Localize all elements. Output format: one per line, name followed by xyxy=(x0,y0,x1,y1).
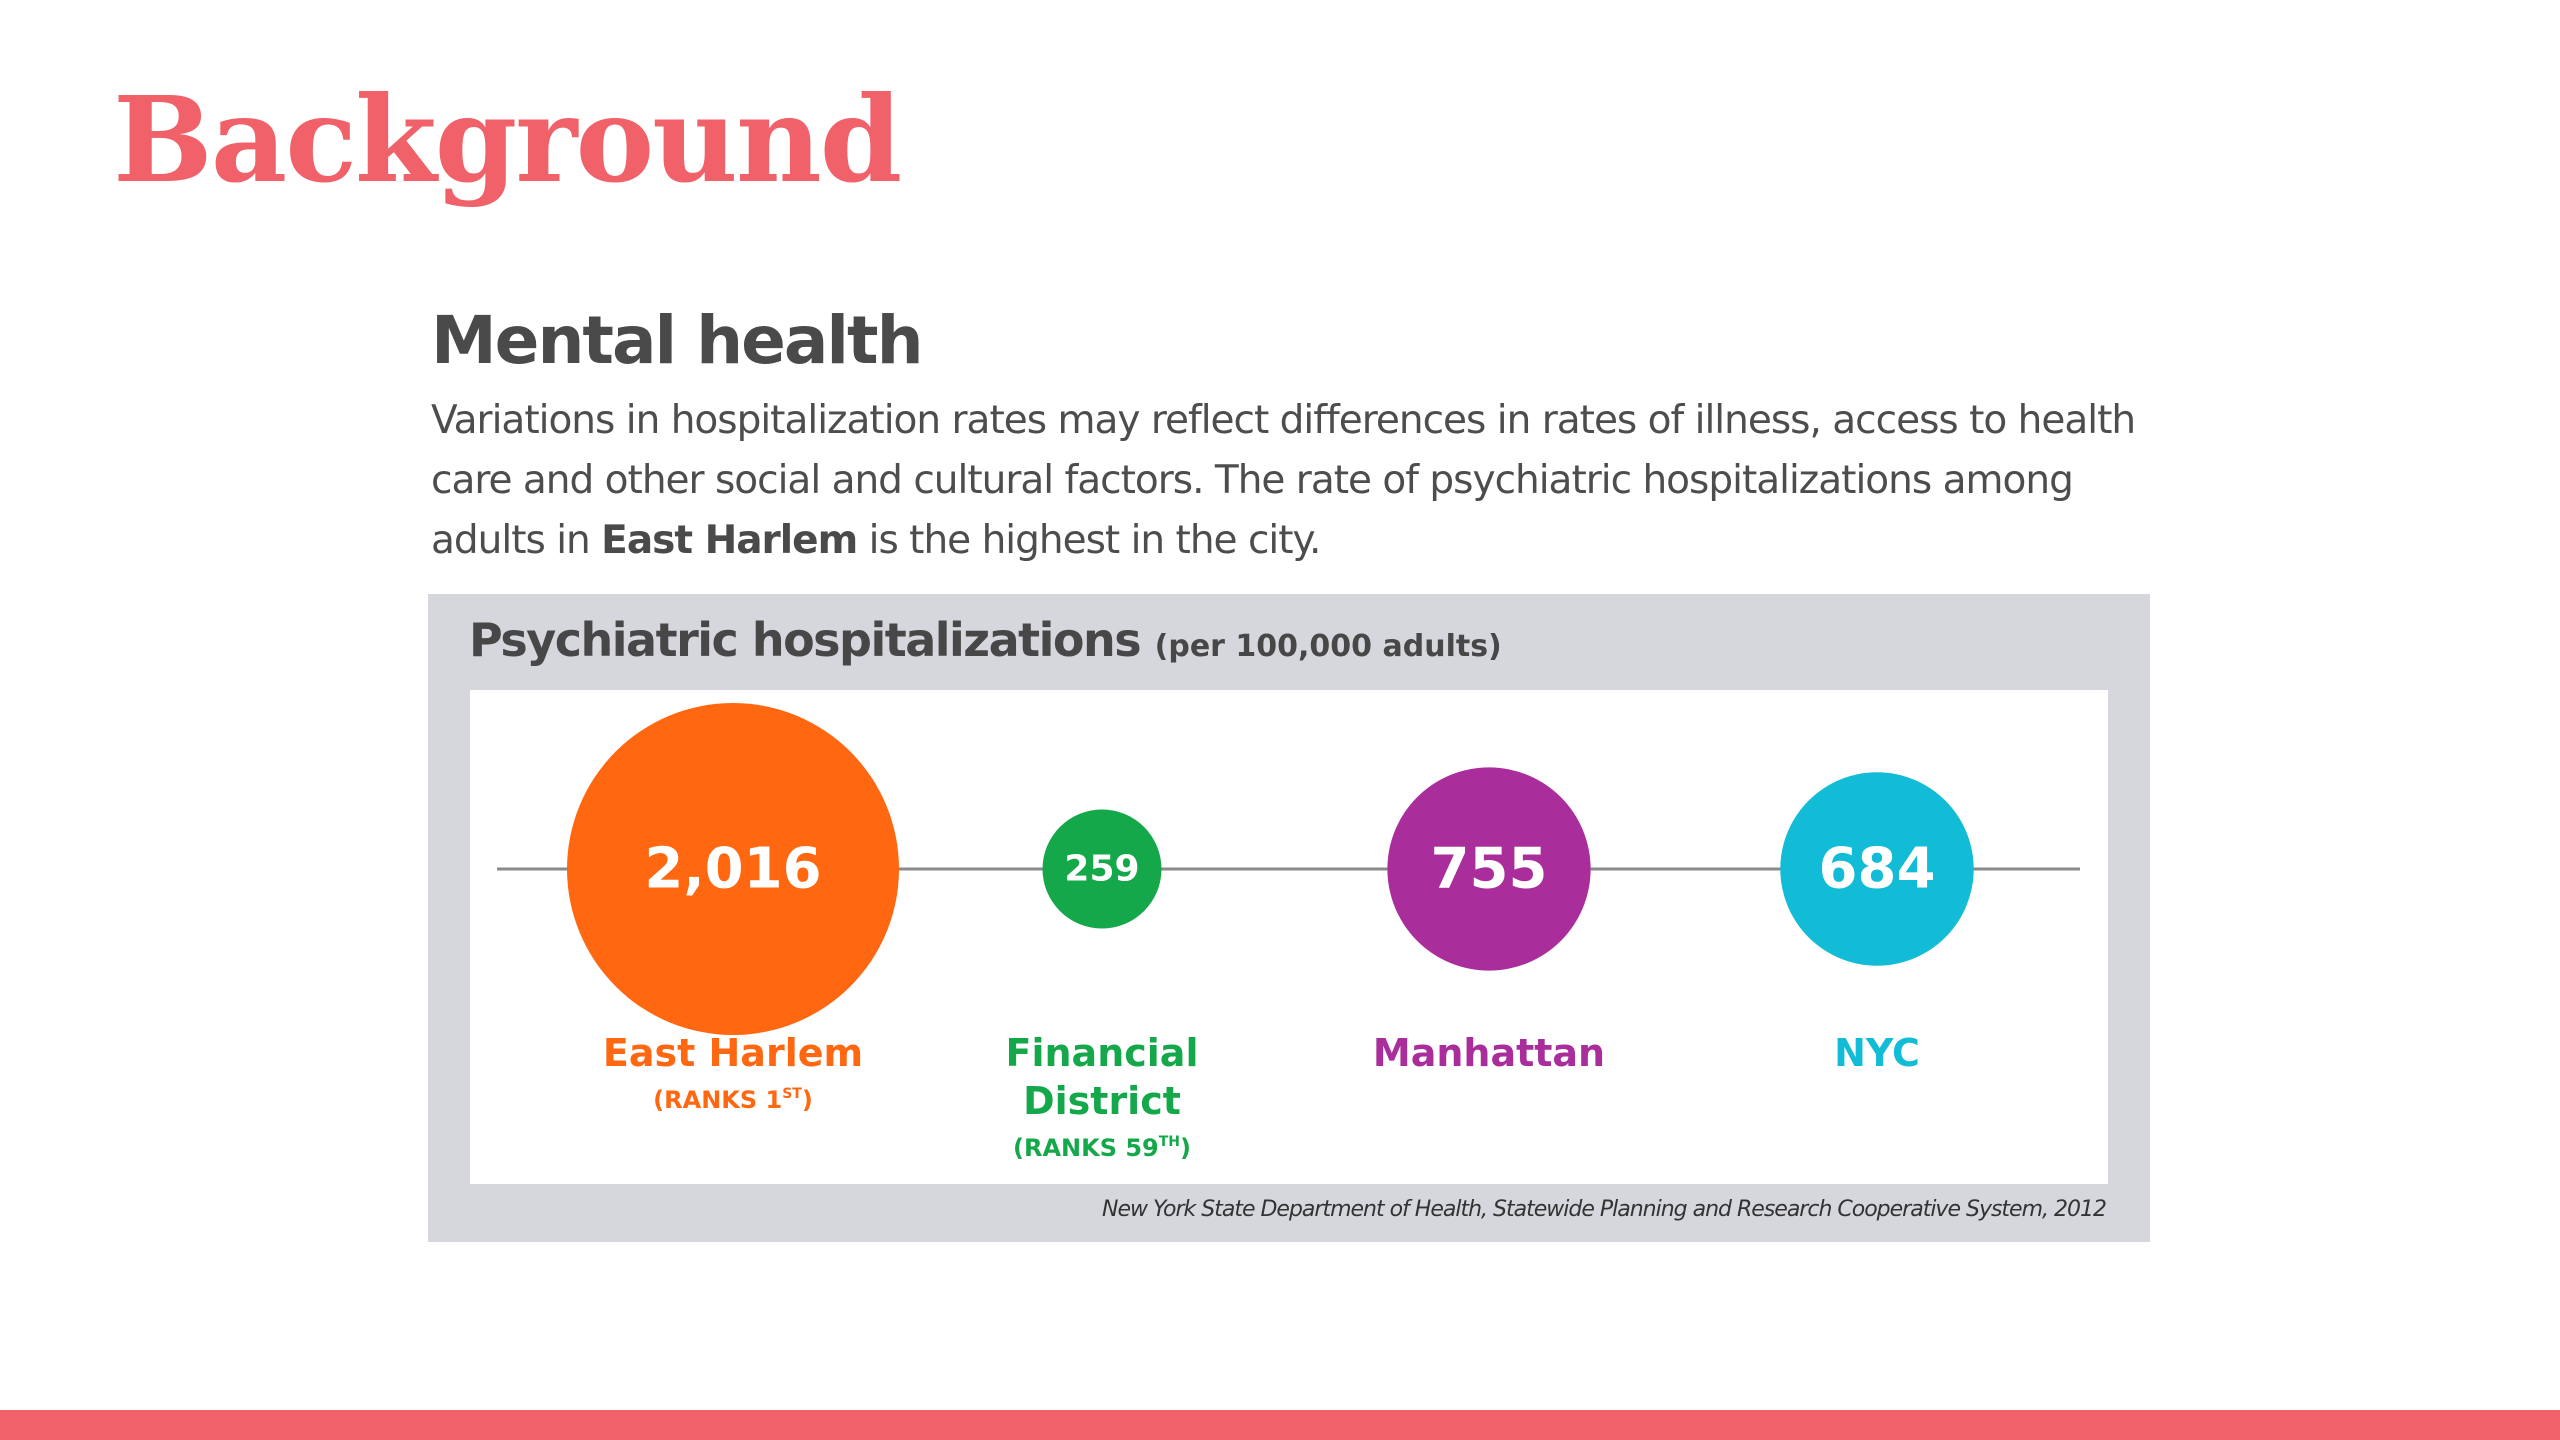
bubble-value-label: 755 xyxy=(1431,837,1548,902)
intro-paragraph: Variations in hospitalization rates may … xyxy=(431,391,2151,571)
bubble-value-label: 684 xyxy=(1819,837,1936,902)
category-label: NYC xyxy=(1834,1031,1920,1075)
category-label: Financial xyxy=(1006,1031,1199,1075)
section-heading: Mental health xyxy=(431,302,924,379)
bubble-value-label: 259 xyxy=(1064,849,1139,890)
chart-title-text: Psychiatric hospitalizations xyxy=(469,613,1142,667)
rank-label: (RANKS 59TH) xyxy=(1013,1134,1191,1162)
bubble-mark xyxy=(1780,772,1974,966)
chart-panel: Psychiatric hospitalizations (per 100,00… xyxy=(428,594,2150,1242)
intro-text-end: is the highest in the city. xyxy=(857,518,1322,563)
bubble-mark xyxy=(1387,767,1591,971)
source-citation: New York State Department of Health, Sta… xyxy=(1102,1197,2107,1222)
chart-title: Psychiatric hospitalizations (per 100,00… xyxy=(469,610,1502,677)
bottom-accent-bar xyxy=(0,1410,2560,1440)
chart-unit-label: (per 100,000 adults) xyxy=(1154,629,1502,664)
bubble-chart: 2,016 East Harlem (RANKS 1ST) 259 FinancialD… xyxy=(497,703,2080,1162)
bubble-mark xyxy=(567,703,899,1035)
category-label: District xyxy=(1023,1079,1181,1123)
chart-area: 2,016 East Harlem (RANKS 1ST) 259 Financial D… xyxy=(470,690,2108,1184)
rank-label: (RANKS 1ST) xyxy=(653,1086,813,1114)
category-label: Manhattan xyxy=(1373,1031,1605,1075)
slide-title: Background xyxy=(113,70,902,209)
intro-text-start: Variations in hospitalization rates may … xyxy=(431,398,2136,563)
intro-text-emphasis: East Harlem xyxy=(601,518,858,563)
category-label: East Harlem xyxy=(603,1031,863,1075)
bubble-mark xyxy=(1042,809,1162,929)
bubble-value-label: 2,016 xyxy=(644,837,821,902)
